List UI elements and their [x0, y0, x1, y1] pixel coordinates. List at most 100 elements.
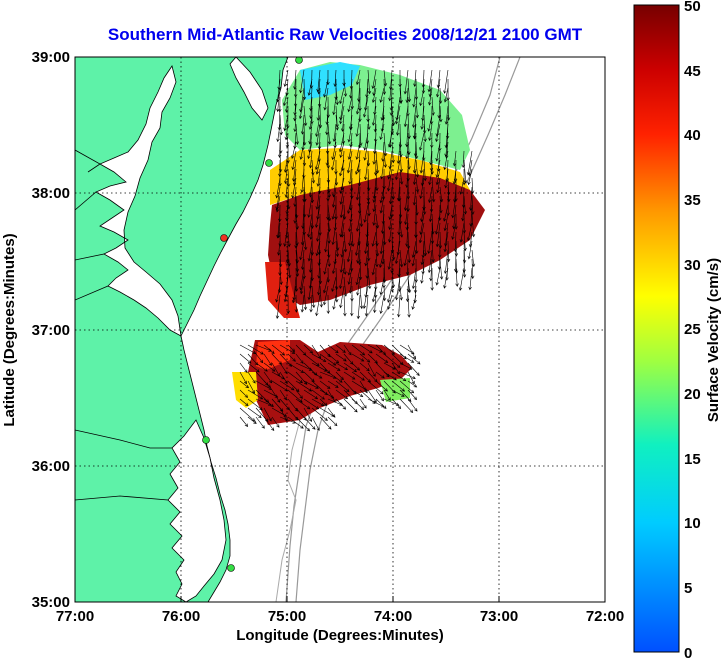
velocity-arrow	[327, 344, 339, 354]
river	[75, 253, 105, 261]
velocity-arrow	[383, 69, 388, 87]
velocity-arrow	[279, 267, 283, 286]
velocity-arrow	[331, 186, 337, 208]
velocity-arrow	[247, 407, 262, 419]
velocity-arrow	[283, 114, 289, 132]
velocity-arrow	[435, 168, 441, 186]
velocity-arrow	[435, 78, 441, 98]
radar-station	[227, 564, 235, 572]
velocity-arrow	[295, 249, 300, 273]
velocity-arrow	[436, 177, 441, 194]
velocity-arrow	[343, 362, 357, 373]
velocity-arrow	[375, 344, 386, 355]
velocity-arrow	[347, 267, 353, 285]
velocity-arrow	[303, 285, 308, 311]
velocity-arrow	[421, 69, 426, 88]
velocity-arrow	[343, 344, 352, 356]
velocity-arrow	[454, 258, 459, 274]
velocity-arrow	[381, 141, 385, 162]
velocity-arrow	[404, 204, 409, 226]
velocity-arrow	[383, 371, 397, 381]
velocity-arrow	[311, 362, 328, 372]
velocity-arrow	[415, 96, 419, 119]
velocity-arrow	[355, 159, 361, 175]
velocity-arrow	[287, 371, 303, 384]
velocity-arrow	[375, 371, 385, 379]
velocity-arrow	[349, 78, 353, 99]
velocity-arrow	[346, 240, 353, 263]
velocity-arrow	[295, 195, 299, 219]
velocity-arrow	[255, 416, 265, 429]
velocity-arrow	[387, 294, 393, 310]
velocity-arrow	[452, 168, 457, 185]
velocity-arrow	[287, 362, 305, 373]
velocity-arrow	[364, 294, 369, 317]
colorbar-gradient	[633, 4, 680, 653]
velocity-arrow	[389, 69, 393, 91]
velocity-arrow	[391, 380, 406, 392]
velocity-arrow	[255, 353, 264, 364]
velocity-arrow	[343, 294, 347, 317]
velocity-arrow	[317, 258, 321, 279]
velocity-arrow	[343, 371, 356, 380]
velocity-arrow	[380, 105, 385, 121]
velocity-arrow	[459, 222, 465, 243]
y-tick-label: 36:00	[32, 458, 70, 475]
velocity-arrow	[383, 132, 388, 157]
velocity-arrow	[300, 168, 305, 193]
radar-station	[265, 159, 273, 167]
velocity-arrow	[362, 285, 369, 309]
velocity-arrow	[434, 213, 441, 235]
colorbar-tick: 40	[684, 127, 701, 144]
velocity-arrow	[355, 213, 361, 232]
velocity-arrow	[335, 114, 339, 131]
velocity-arrow	[326, 294, 330, 314]
velocity-arrow	[351, 353, 365, 362]
velocity-arrow	[375, 150, 380, 174]
velocity-arrow	[263, 344, 275, 354]
velocity-arrow	[303, 416, 316, 430]
velocity-arrow	[327, 249, 331, 268]
velocity-arrow	[263, 362, 276, 372]
velocity-arrow	[319, 344, 331, 358]
velocity-arrow	[340, 240, 345, 258]
velocity-arrow	[375, 389, 384, 402]
velocity-arrow	[418, 222, 425, 244]
velocity-arrow	[428, 204, 433, 223]
velocity-arrow	[331, 222, 337, 246]
velocity-arrow	[339, 285, 345, 309]
velocity-arrow	[279, 362, 288, 375]
velocity-arrow	[388, 186, 393, 205]
bathymetry-contour	[295, 57, 521, 602]
velocity-arrow	[263, 353, 272, 366]
velocity-arrow	[378, 249, 385, 269]
velocity-arrow	[375, 353, 389, 364]
velocity-arrow	[355, 114, 361, 137]
velocity-arrow	[292, 159, 297, 182]
velocity-arrow	[375, 249, 379, 268]
velocity-arrow	[411, 267, 417, 290]
velocity-arrow	[379, 231, 385, 255]
velocity-arrow	[427, 69, 433, 93]
velocity-arrow	[351, 231, 355, 247]
velocity-arrow	[303, 407, 312, 422]
velocity-arrow	[284, 159, 289, 185]
velocity-arrow	[276, 123, 281, 143]
velocity-arrow	[371, 258, 377, 276]
velocity-arrow	[397, 186, 402, 202]
velocity-arrow	[399, 380, 415, 394]
velocity-arrow	[383, 362, 396, 370]
velocity-arrow	[307, 213, 313, 238]
velocity-arrow	[316, 168, 321, 187]
velocity-arrow	[332, 96, 337, 116]
velocity-arrow	[428, 123, 433, 142]
velocity-arrow	[461, 204, 465, 222]
velocity-arrow	[263, 371, 273, 384]
velocity-arrow	[335, 344, 346, 353]
velocity-arrow	[311, 344, 321, 359]
velocity-arrow	[343, 78, 348, 97]
velocity-arrow	[452, 150, 457, 167]
velocity-arrow	[367, 353, 378, 364]
velocity-arrow	[335, 353, 347, 362]
velocity-arrow	[348, 276, 353, 294]
